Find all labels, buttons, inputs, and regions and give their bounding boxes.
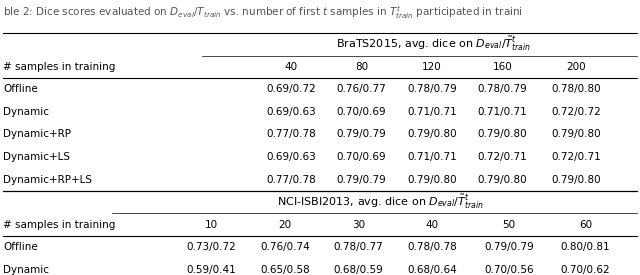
Text: # samples in training: # samples in training bbox=[3, 220, 116, 230]
Text: 80: 80 bbox=[355, 62, 368, 72]
Text: 0.77/0.78: 0.77/0.78 bbox=[266, 175, 316, 185]
Text: 0.69/0.72: 0.69/0.72 bbox=[266, 84, 316, 94]
Text: 0.80/0.81: 0.80/0.81 bbox=[561, 242, 611, 252]
Text: 0.78/0.79: 0.78/0.79 bbox=[407, 84, 457, 94]
Text: Offline: Offline bbox=[3, 84, 38, 94]
Text: Offline: Offline bbox=[3, 242, 38, 252]
Text: 20: 20 bbox=[278, 220, 291, 230]
Text: 0.71/0.71: 0.71/0.71 bbox=[407, 107, 457, 117]
Text: 10: 10 bbox=[205, 220, 218, 230]
Text: NCI-ISBI2013, avg. dice on $D_{eval}/\tilde{T}^t_{train}$: NCI-ISBI2013, avg. dice on $D_{eval}/\ti… bbox=[277, 192, 484, 211]
Text: 0.78/0.80: 0.78/0.80 bbox=[551, 84, 601, 94]
Text: 200: 200 bbox=[566, 62, 586, 72]
Text: 0.79/0.80: 0.79/0.80 bbox=[407, 175, 457, 185]
Text: 0.68/0.59: 0.68/0.59 bbox=[333, 265, 383, 275]
Text: 0.69/0.63: 0.69/0.63 bbox=[266, 107, 316, 117]
Text: 0.79/0.80: 0.79/0.80 bbox=[477, 175, 527, 185]
Text: 0.73/0.72: 0.73/0.72 bbox=[186, 242, 236, 252]
Text: 0.65/0.58: 0.65/0.58 bbox=[260, 265, 310, 275]
Text: 0.70/0.69: 0.70/0.69 bbox=[337, 152, 387, 162]
Text: 0.79/0.79: 0.79/0.79 bbox=[337, 130, 387, 139]
Text: BraTS2015, avg. dice on $D_{eval}/\tilde{T}^t_{train}$: BraTS2015, avg. dice on $D_{eval}/\tilde… bbox=[335, 35, 531, 53]
Text: 0.79/0.79: 0.79/0.79 bbox=[337, 175, 387, 185]
Text: 30: 30 bbox=[352, 220, 365, 230]
Text: 0.71/0.71: 0.71/0.71 bbox=[407, 152, 457, 162]
Text: 0.79/0.80: 0.79/0.80 bbox=[407, 130, 457, 139]
Text: 0.79/0.79: 0.79/0.79 bbox=[484, 242, 534, 252]
Text: 0.70/0.62: 0.70/0.62 bbox=[561, 265, 611, 275]
Text: 0.79/0.80: 0.79/0.80 bbox=[551, 175, 601, 185]
Text: Dynamic+LS: Dynamic+LS bbox=[3, 152, 70, 162]
Text: 0.76/0.74: 0.76/0.74 bbox=[260, 242, 310, 252]
Text: 0.78/0.77: 0.78/0.77 bbox=[333, 242, 383, 252]
Text: 0.69/0.63: 0.69/0.63 bbox=[266, 152, 316, 162]
Text: 0.70/0.56: 0.70/0.56 bbox=[484, 265, 534, 275]
Text: 0.79/0.80: 0.79/0.80 bbox=[551, 130, 601, 139]
Text: Dynamic: Dynamic bbox=[3, 265, 49, 275]
Text: 0.78/0.79: 0.78/0.79 bbox=[477, 84, 527, 94]
Text: 0.78/0.78: 0.78/0.78 bbox=[407, 242, 457, 252]
Text: Dynamic: Dynamic bbox=[3, 107, 49, 117]
Text: Dynamic+RP+LS: Dynamic+RP+LS bbox=[3, 175, 92, 185]
Text: 0.70/0.69: 0.70/0.69 bbox=[337, 107, 387, 117]
Text: 0.72/0.72: 0.72/0.72 bbox=[551, 107, 601, 117]
Text: 120: 120 bbox=[422, 62, 442, 72]
Text: 160: 160 bbox=[493, 62, 512, 72]
Text: 0.71/0.71: 0.71/0.71 bbox=[477, 107, 527, 117]
Text: 0.76/0.77: 0.76/0.77 bbox=[337, 84, 387, 94]
Text: 50: 50 bbox=[502, 220, 515, 230]
Text: 0.79/0.80: 0.79/0.80 bbox=[477, 130, 527, 139]
Text: 0.77/0.78: 0.77/0.78 bbox=[266, 130, 316, 139]
Text: 60: 60 bbox=[579, 220, 592, 230]
Text: 0.68/0.64: 0.68/0.64 bbox=[407, 265, 457, 275]
Text: ble 2: Dice scores evaluated on $D_{eval}/T_{train}$ vs. number of first $t$ sam: ble 2: Dice scores evaluated on $D_{eval… bbox=[3, 4, 523, 21]
Text: Dynamic+RP: Dynamic+RP bbox=[3, 130, 71, 139]
Text: 0.72/0.71: 0.72/0.71 bbox=[477, 152, 527, 162]
Text: 0.59/0.41: 0.59/0.41 bbox=[186, 265, 236, 275]
Text: 40: 40 bbox=[426, 220, 438, 230]
Text: 0.72/0.71: 0.72/0.71 bbox=[551, 152, 601, 162]
Text: 40: 40 bbox=[285, 62, 298, 72]
Text: # samples in training: # samples in training bbox=[3, 62, 116, 72]
